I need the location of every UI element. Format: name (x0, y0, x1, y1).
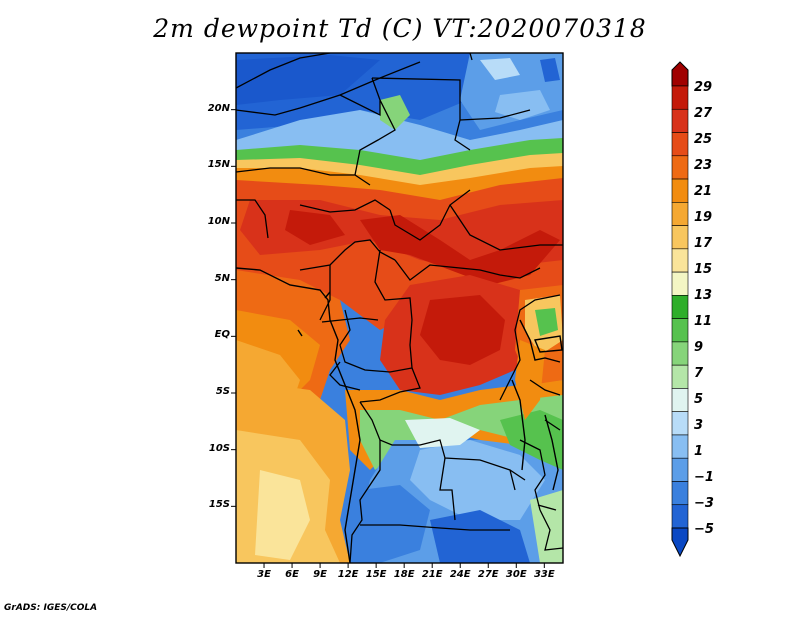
colorbar-label: 11 (694, 314, 713, 329)
colorbar-cell (671, 388, 689, 412)
colorbar-label: 3 (694, 418, 704, 433)
lon-tick-label: 24E (449, 569, 471, 580)
colorbar-cell (671, 434, 689, 459)
colorbar-cell (671, 132, 689, 157)
lat-tick-label: EQ (214, 329, 230, 341)
lon-tick-label: 12E (337, 569, 359, 580)
colorbar-label: 5 (694, 392, 704, 407)
lat-tick-label: 5N (214, 272, 230, 284)
colorbar-bottom-arrow (671, 527, 689, 558)
colorbar-top-arrow (671, 61, 689, 87)
lat-tick-label: 20N (207, 102, 230, 114)
colorbar-cell (671, 271, 689, 296)
lon-tick-label: 3E (257, 569, 271, 580)
plot-title: 2m dewpoint Td (C) VT:2020070318 (153, 14, 647, 43)
political-boundaries (236, 53, 563, 563)
colorbar (671, 61, 689, 558)
lon-tick-label: 27E (477, 569, 499, 580)
colorbar-label: 1 (694, 444, 704, 459)
lon-tick-label: 9E (313, 569, 327, 580)
colorbar-cell (671, 225, 689, 250)
colorbar-cell (671, 457, 689, 482)
colorbar-cell (671, 178, 689, 203)
lat-tick-label: 10S (208, 442, 230, 454)
axis-ticks (231, 109, 545, 568)
lon-tick-label: 33E (533, 569, 555, 580)
colorbar-label: 15 (694, 262, 713, 277)
colorbar-label: 9 (694, 340, 704, 355)
colorbar-cell (671, 295, 689, 319)
colorbar-label: 19 (694, 210, 713, 225)
colorbar-label: −5 (694, 522, 714, 537)
colorbar-cell (671, 85, 689, 110)
colorbar-label: 29 (694, 80, 713, 95)
colorbar-cell (671, 411, 689, 436)
colorbar-cell (671, 364, 689, 389)
lon-tick-label: 6E (285, 569, 299, 580)
colorbar-label: 23 (694, 158, 713, 173)
lat-tick-label: 5S (215, 386, 230, 397)
colorbar-cell (671, 481, 689, 506)
lat-tick-label: 15S (208, 499, 230, 511)
colorbar-label: 17 (694, 236, 713, 251)
lon-tick-label: 21E (421, 569, 443, 580)
coastlines (236, 267, 563, 563)
colorbar-cell (671, 155, 689, 180)
colorbar-cell (671, 248, 689, 273)
colorbar-label: −1 (694, 470, 714, 485)
colorbar-cell (671, 341, 689, 366)
lon-tick-label: 30E (505, 569, 527, 580)
colorbar-label: 25 (694, 132, 713, 147)
colorbar-label: 13 (694, 288, 713, 303)
colorbar-cell (671, 108, 689, 133)
lon-tick-label: 18E (393, 569, 415, 580)
colorbar-label: 21 (694, 184, 713, 199)
colorbar-label: −3 (694, 496, 714, 511)
colorbar-label: 27 (694, 106, 713, 121)
colorbar-label: 7 (694, 366, 704, 381)
map-frame (235, 52, 564, 564)
lat-tick-label: 15N (207, 159, 230, 171)
colorbar-cell (671, 202, 689, 226)
colorbar-cell (671, 318, 689, 343)
colorbar-cell (671, 504, 689, 529)
lat-tick-label: 10N (207, 216, 230, 227)
credit-text: GrADS: IGES/COLA (4, 603, 98, 613)
dewpoint-field (236, 53, 563, 563)
lon-tick-label: 15E (365, 569, 387, 580)
